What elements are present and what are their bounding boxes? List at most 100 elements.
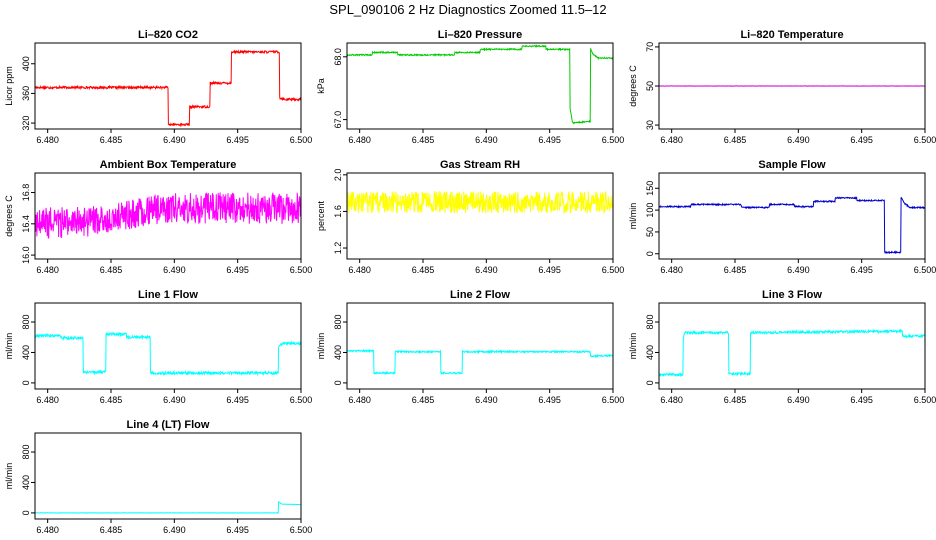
y-tick-label: 0 [645,251,655,256]
y-tick-label: 360 [21,86,31,101]
y-tick-label: 0 [21,510,31,515]
x-tick-label: 6.500 [290,525,312,535]
x-tick-label: 6.495 [850,135,873,145]
plot-svg: Line 4 (LT) Flow ml/min 6.480 6.485 6.490 6.4… [4,419,312,535]
series-line [34,192,302,239]
x-tick-label: 6.480 [36,265,59,275]
chart-title: Ambient Box Temperature [100,159,237,171]
x-tick-label: 6.495 [226,525,249,535]
y-axis-label: ml/min [628,333,638,360]
x-tick-label: 6.490 [475,135,498,145]
y-tick-label: 0 [645,380,655,385]
x-tick-label: 6.500 [914,265,936,275]
x-tick-label: 6.490 [163,525,186,535]
chart-ambient-box-temperature: Ambient Box Temperature degrees C 6.480 6.4… [0,150,312,280]
series-line [658,196,926,255]
x-tick-label: 6.500 [602,395,624,405]
y-axis-label: degrees C [628,65,638,107]
chart-title: Line 4 (LT) Flow [127,419,210,431]
chart-title: Li–820 CO2 [138,29,198,41]
y-tick-label: 800 [645,315,655,330]
x-tick-label: 6.485 [724,265,747,275]
chart-line3-flow: Line 3 Flow ml/min 6.480 6.485 6.490 6.495 6.5… [624,280,936,410]
chart-title: Li–820 Temperature [740,29,843,41]
y-tick-label: 100 [645,203,655,218]
x-tick-label: 6.485 [100,395,123,405]
y-tick-label: 16.0 [21,246,31,264]
x-tick-label: 6.500 [602,265,624,275]
y-tick-label: 400 [645,345,655,360]
plot-frame [34,172,302,260]
x-tick-label: 6.500 [914,395,936,405]
x-tick-label: 6.495 [850,265,873,275]
plot-svg: Line 3 Flow ml/min 6.480 6.485 6.490 6.495 6.5… [628,289,936,405]
x-tick-label: 6.490 [163,395,186,405]
x-tick-label: 6.495 [538,265,561,275]
chart-line1-flow: Line 1 Flow ml/min 6.480 6.485 6.490 6.495 6.5… [0,280,312,410]
y-tick-label: 400 [333,345,343,360]
y-tick-label: 400 [21,56,31,71]
plot-svg: Li–820 Pressure kPa 6.480 6.485 6.490 6.495 6.… [316,29,624,145]
x-tick-label: 6.500 [602,135,624,145]
y-tick-label: 800 [21,445,31,460]
x-tick-label: 6.480 [660,135,683,145]
x-tick-label: 6.490 [163,265,186,275]
y-axis-label: ml/min [4,463,14,490]
y-axis-label: Licor ppm [4,66,14,106]
plot-svg: Li–820 CO2 Licor ppm 6.480 6.485 6.490 6.495 6… [4,29,312,145]
x-tick-label: 6.480 [36,135,59,145]
chart-title: Line 3 Flow [762,289,822,301]
y-tick-label: 50 [645,81,655,91]
x-tick-label: 6.485 [724,135,747,145]
y-axis-label: degrees C [4,195,14,237]
x-tick-label: 6.485 [412,135,435,145]
plot-svg: Line 2 Flow ml/min 6.480 6.485 6.490 6.495 6.5… [316,289,624,405]
y-tick-label: 150 [645,181,655,196]
x-tick-label: 6.490 [475,395,498,405]
x-tick-label: 6.500 [914,135,936,145]
y-tick-label: 1.6 [333,205,343,218]
y-tick-label: 70 [645,42,655,52]
plot-frame [34,432,302,520]
x-tick-label: 6.500 [290,135,312,145]
x-tick-label: 6.495 [850,395,873,405]
x-tick-label: 6.485 [100,525,123,535]
x-tick-label: 6.495 [538,395,561,405]
y-tick-label: 67.0 [333,111,343,129]
y-tick-label: 68.0 [333,48,343,66]
chart-line2-flow: Line 2 Flow ml/min 6.480 6.485 6.490 6.495 6.5… [312,280,624,410]
y-axis-label: kPa [316,78,326,94]
x-tick-label: 6.480 [348,265,371,275]
y-tick-label: 800 [21,315,31,330]
x-tick-label: 6.480 [348,135,371,145]
x-tick-label: 6.485 [412,265,435,275]
plot-svg: Li–820 Temperature degrees C 6.480 6.485 6.4… [628,29,936,145]
x-tick-label: 6.490 [787,135,810,145]
series-line [346,190,614,214]
y-tick-label: 800 [333,315,343,330]
y-tick-label: 30 [645,120,655,130]
series-line [34,49,302,128]
chart-licor-pressure: Li–820 Pressure kPa 6.480 6.485 6.490 6.495 6.… [312,20,624,150]
y-axis-label: ml/min [316,333,326,360]
x-tick-label: 6.495 [226,265,249,275]
plot-frame [658,302,926,390]
y-tick-label: 1.2 [333,242,343,255]
x-tick-label: 6.490 [475,265,498,275]
x-tick-label: 6.480 [660,265,683,275]
chart-title: Li–820 Pressure [438,29,522,41]
chart-gas-stream-rh: Gas Stream RH percent 6.480 6.485 6.490 6.495… [312,150,624,280]
series-line [34,331,302,377]
x-tick-label: 6.495 [226,135,249,145]
y-tick-label: 16.4 [21,215,31,233]
plot-svg: Line 1 Flow ml/min 6.480 6.485 6.490 6.495 6.5… [4,289,312,405]
x-tick-label: 6.485 [412,395,435,405]
plot-frame [346,302,614,390]
figure-title: SPL_090106 2 Hz Diagnostics Zoomed 11.5–… [329,2,607,17]
series-line [346,348,614,376]
y-tick-label: 16.8 [21,184,31,202]
x-tick-label: 6.485 [100,135,123,145]
x-tick-label: 6.485 [100,265,123,275]
y-axis-label: percent [316,200,326,231]
chart-title: Gas Stream RH [440,159,520,171]
